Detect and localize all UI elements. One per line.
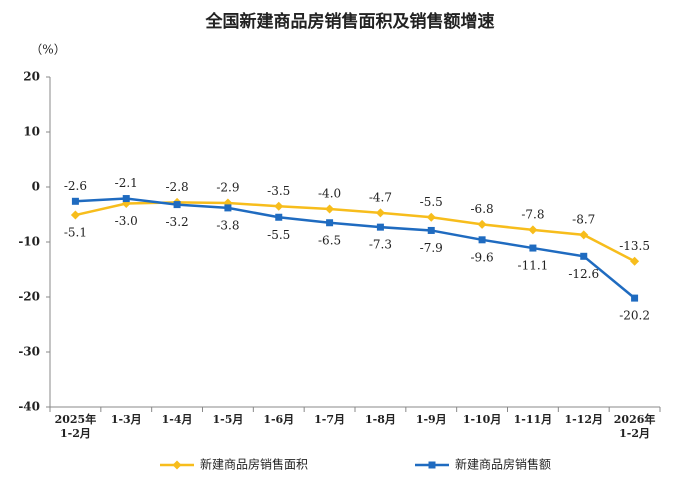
x-tick-label: 1-4月 (161, 413, 193, 426)
point (224, 204, 232, 212)
point (631, 294, 639, 302)
data-label: -5.1 (64, 226, 87, 240)
data-label: -8.7 (572, 212, 595, 226)
y-tick-label: 10 (23, 125, 40, 139)
x-tick-label: 1-7月 (314, 413, 346, 426)
legend-label: 新建商品房销售面积 (200, 457, 308, 472)
point (325, 204, 335, 214)
point (579, 230, 589, 240)
data-label: -2.9 (216, 180, 239, 194)
y-tick-label: -40 (18, 400, 40, 414)
y-tick-label: 20 (23, 70, 40, 84)
point (529, 244, 537, 252)
data-label: -2.8 (166, 180, 189, 194)
data-label: -20.2 (619, 309, 650, 323)
point (426, 212, 436, 222)
data-label: -9.6 (471, 250, 494, 264)
series-line (75, 197, 636, 300)
x-tick-label: 2025年 1-2月 (54, 413, 97, 440)
y-tick-label: -20 (18, 290, 40, 304)
x-tick-label: 1-8月 (364, 413, 396, 426)
legend-marker (428, 461, 436, 469)
point (275, 213, 283, 221)
point (427, 226, 435, 234)
x-tick-label: 1-10月 (462, 413, 502, 426)
point (122, 195, 130, 203)
data-label: -7.3 (369, 238, 392, 252)
data-label: -3.5 (267, 184, 290, 198)
point (71, 197, 79, 205)
data-label: -6.5 (318, 233, 341, 247)
x-tick-label: 1-12月 (564, 413, 604, 426)
legend-label: 新建商品房销售额 (455, 457, 551, 472)
data-label: -3.0 (115, 214, 138, 228)
point (70, 210, 80, 220)
point (528, 225, 538, 235)
data-label: -4.0 (318, 187, 341, 201)
data-label: -5.5 (420, 195, 443, 209)
data-label: -13.5 (619, 239, 650, 253)
data-label: -2.1 (115, 176, 138, 190)
x-tick-label: 1-9月 (415, 413, 447, 426)
legend-marker (172, 460, 182, 470)
data-label: -3.8 (216, 218, 239, 232)
y-tick-label: 0 (32, 180, 40, 194)
point (630, 256, 640, 266)
point (477, 219, 487, 229)
series-line (75, 201, 636, 263)
point (375, 208, 385, 218)
point (376, 223, 384, 231)
data-label: -5.5 (267, 228, 290, 242)
data-label: -4.7 (369, 190, 392, 204)
data-label: -3.2 (166, 215, 189, 229)
data-label: -2.6 (64, 179, 87, 193)
chart-title: 全国新建商品房销售面积及销售额增速 (205, 11, 495, 32)
data-label: -11.1 (518, 259, 549, 273)
x-tick-label: 1-5月 (212, 413, 244, 426)
x-tick-label: 1-6月 (263, 413, 295, 426)
data-label: -7.9 (420, 241, 443, 255)
data-label: -12.6 (568, 267, 599, 281)
point (326, 219, 334, 227)
y-tick-label: -30 (18, 345, 40, 359)
x-tick-label: 2026年 1-2月 (613, 413, 656, 440)
point (173, 201, 181, 209)
point (580, 252, 588, 260)
point (274, 201, 284, 211)
y-tick-label: -10 (18, 235, 40, 249)
data-label: -7.8 (521, 207, 544, 221)
point (478, 236, 486, 244)
data-label: -6.8 (471, 202, 494, 216)
x-tick-label: 1-3月 (110, 413, 142, 426)
y-unit: （%） (30, 43, 65, 57)
x-tick-label: 1-11月 (513, 413, 553, 426)
